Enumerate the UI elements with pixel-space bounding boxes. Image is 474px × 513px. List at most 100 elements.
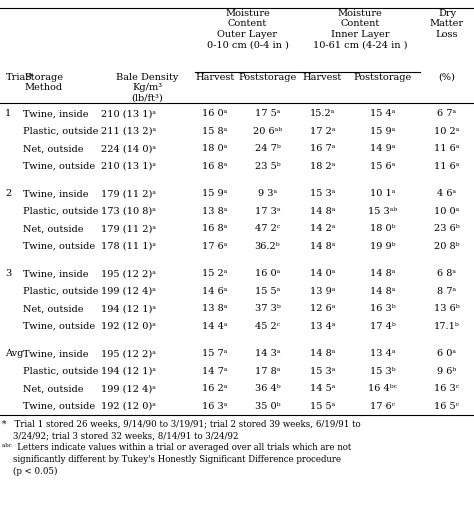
Text: 15 4ᵃ: 15 4ᵃ: [370, 109, 395, 119]
Text: 199 (12 4)ᵃ: 199 (12 4)ᵃ: [101, 384, 156, 393]
Text: 12 6ᵃ: 12 6ᵃ: [310, 304, 335, 313]
Text: 14 9ᵃ: 14 9ᵃ: [370, 144, 395, 153]
Text: Poststorage: Poststorage: [238, 73, 297, 82]
Text: 11 6ᵃ: 11 6ᵃ: [434, 162, 460, 171]
Text: 15 9ᵃ: 15 9ᵃ: [370, 127, 395, 136]
Text: 17 4ᵇ: 17 4ᵇ: [370, 322, 395, 331]
Text: ᵃᵇᶜ  Letters indicate values within a trial or averaged over all trials which ar: ᵃᵇᶜ Letters indicate values within a tri…: [2, 443, 351, 452]
Text: 192 (12 0)ᵃ: 192 (12 0)ᵃ: [101, 322, 156, 331]
Text: 14 8ᵃ: 14 8ᵃ: [310, 207, 335, 216]
Text: 210 (13 1)ᵃ: 210 (13 1)ᵃ: [101, 109, 156, 119]
Text: Trial*: Trial*: [6, 73, 34, 82]
Text: 6 0ᵃ: 6 0ᵃ: [438, 349, 456, 358]
Text: 14 5ᵃ: 14 5ᵃ: [310, 384, 335, 393]
Text: Twine, outside: Twine, outside: [23, 402, 95, 411]
Text: Twine, inside: Twine, inside: [23, 189, 89, 198]
Text: Plastic, outside: Plastic, outside: [23, 207, 99, 216]
Text: 17 6ᶜ: 17 6ᶜ: [370, 402, 395, 411]
Text: 16 3ᶜ: 16 3ᶜ: [435, 384, 460, 393]
Text: 13 8ᵃ: 13 8ᵃ: [202, 207, 228, 216]
Text: 14 8ᵃ: 14 8ᵃ: [370, 269, 395, 278]
Text: 19 9ᵇ: 19 9ᵇ: [370, 242, 395, 251]
Text: 47 2ᶜ: 47 2ᶜ: [255, 224, 280, 233]
Text: 15 6ᵃ: 15 6ᵃ: [370, 162, 395, 171]
Text: 8 7ᵃ: 8 7ᵃ: [438, 287, 456, 296]
Text: 15 2ᵃ: 15 2ᵃ: [202, 269, 228, 278]
Text: 16 0ᵃ: 16 0ᵃ: [202, 109, 228, 119]
Text: 18 2ᵃ: 18 2ᵃ: [310, 162, 335, 171]
Text: 194 (12 1)ᵃ: 194 (12 1)ᵃ: [101, 367, 156, 376]
Text: Harvest: Harvest: [195, 73, 235, 82]
Text: Twine, inside: Twine, inside: [23, 109, 89, 119]
Text: 13 8ᵃ: 13 8ᵃ: [202, 304, 228, 313]
Text: 3/24/92; trial 3 stored 32 weeks, 8/14/91 to 3/24/92: 3/24/92; trial 3 stored 32 weeks, 8/14/9…: [2, 431, 238, 440]
Text: Twine, outside: Twine, outside: [23, 162, 95, 171]
Text: 17 6ᵃ: 17 6ᵃ: [202, 242, 228, 251]
Text: 13 9ᵃ: 13 9ᵃ: [310, 287, 335, 296]
Text: 35 0ᵇ: 35 0ᵇ: [255, 402, 280, 411]
Text: 224 (14 0)ᵃ: 224 (14 0)ᵃ: [101, 144, 156, 153]
Text: Net, outside: Net, outside: [23, 384, 83, 393]
Text: significantly different by Tukey's Honestly Significant Difference procedure: significantly different by Tukey's Hones…: [2, 455, 341, 464]
Text: 15 3ᵇ: 15 3ᵇ: [370, 367, 395, 376]
Text: 20 6ᵃᵇ: 20 6ᵃᵇ: [253, 127, 282, 136]
Text: Storage
Method: Storage Method: [24, 73, 63, 92]
Text: Net, outside: Net, outside: [23, 224, 83, 233]
Text: 14 8ᵃ: 14 8ᵃ: [370, 287, 395, 296]
Text: 179 (11 2)ᵃ: 179 (11 2)ᵃ: [101, 224, 156, 233]
Text: 13 4ᵃ: 13 4ᵃ: [370, 349, 395, 358]
Text: 173 (10 8)ᵃ: 173 (10 8)ᵃ: [101, 207, 156, 216]
Text: 17 3ᵃ: 17 3ᵃ: [255, 207, 280, 216]
Text: 45 2ᶜ: 45 2ᶜ: [255, 322, 280, 331]
Text: 210 (13 1)ᵃ: 210 (13 1)ᵃ: [101, 162, 156, 171]
Text: 195 (12 2)ᵃ: 195 (12 2)ᵃ: [101, 269, 156, 278]
Text: 194 (12 1)ᵃ: 194 (12 1)ᵃ: [101, 304, 156, 313]
Text: 23 5ᵇ: 23 5ᵇ: [255, 162, 280, 171]
Text: 199 (12 4)ᵃ: 199 (12 4)ᵃ: [101, 287, 156, 296]
Text: 10 2ᵃ: 10 2ᵃ: [434, 127, 460, 136]
Text: 6 7ᵃ: 6 7ᵃ: [438, 109, 456, 119]
Text: 15 3ᵃ: 15 3ᵃ: [310, 367, 335, 376]
Text: Moisture
Content
Outer Layer
0-10 cm (0-4 in ): Moisture Content Outer Layer 0-10 cm (0-…: [207, 9, 289, 49]
Text: 17.1ᵇ: 17.1ᵇ: [434, 322, 460, 331]
Text: 15 9ᵃ: 15 9ᵃ: [202, 189, 228, 198]
Text: 14 6ᵃ: 14 6ᵃ: [202, 287, 228, 296]
Text: 14 8ᵃ: 14 8ᵃ: [310, 349, 335, 358]
Text: 16 4ᵇᶜ: 16 4ᵇᶜ: [368, 384, 397, 393]
Text: Twine, outside: Twine, outside: [23, 242, 95, 251]
Text: Net, outside: Net, outside: [23, 144, 83, 153]
Text: 10 0ᵃ: 10 0ᵃ: [434, 207, 460, 216]
Text: Bale Density
Kg/m³
(lb/ft³): Bale Density Kg/m³ (lb/ft³): [116, 73, 179, 103]
Text: (p < 0.05): (p < 0.05): [2, 467, 57, 476]
Text: 195 (12 2)ᵃ: 195 (12 2)ᵃ: [101, 349, 156, 358]
Text: 10 1ᵃ: 10 1ᵃ: [370, 189, 395, 198]
Text: 23 6ᵇ: 23 6ᵇ: [434, 224, 460, 233]
Text: 15 8ᵃ: 15 8ᵃ: [202, 127, 228, 136]
Text: Twine, outside: Twine, outside: [23, 322, 95, 331]
Text: 179 (11 2)ᵃ: 179 (11 2)ᵃ: [101, 189, 156, 198]
Text: 15 5ᵃ: 15 5ᵃ: [255, 287, 280, 296]
Text: 14 8ᵃ: 14 8ᵃ: [310, 242, 335, 251]
Text: 15 7ᵃ: 15 7ᵃ: [202, 349, 228, 358]
Text: 16 7ᵃ: 16 7ᵃ: [310, 144, 335, 153]
Text: Twine, inside: Twine, inside: [23, 269, 89, 278]
Text: 16 8ᵃ: 16 8ᵃ: [202, 162, 228, 171]
Text: 17 2ᵃ: 17 2ᵃ: [310, 127, 335, 136]
Text: 192 (12 0)ᵃ: 192 (12 0)ᵃ: [101, 402, 156, 411]
Text: 6 8ᵃ: 6 8ᵃ: [438, 269, 456, 278]
Text: 17 8ᵃ: 17 8ᵃ: [255, 367, 280, 376]
Text: 14 7ᵃ: 14 7ᵃ: [202, 367, 228, 376]
Text: Moisture
Content
Inner Layer
10-61 cm (4-24 in ): Moisture Content Inner Layer 10-61 cm (4…: [313, 9, 407, 49]
Text: 3: 3: [5, 269, 11, 278]
Text: 4 6ᵃ: 4 6ᵃ: [438, 189, 456, 198]
Text: Net, outside: Net, outside: [23, 304, 83, 313]
Text: 11 6ᵃ: 11 6ᵃ: [434, 144, 460, 153]
Text: 14 3ᵃ: 14 3ᵃ: [255, 349, 280, 358]
Text: 20 8ᵇ: 20 8ᵇ: [434, 242, 460, 251]
Text: 9 6ᵇ: 9 6ᵇ: [438, 367, 456, 376]
Text: 13 4ᵃ: 13 4ᵃ: [310, 322, 335, 331]
Text: 18 0ᵃ: 18 0ᵃ: [202, 144, 228, 153]
Text: 15 3ᵃ: 15 3ᵃ: [310, 189, 335, 198]
Text: 2: 2: [5, 189, 11, 198]
Text: Avg: Avg: [5, 349, 23, 358]
